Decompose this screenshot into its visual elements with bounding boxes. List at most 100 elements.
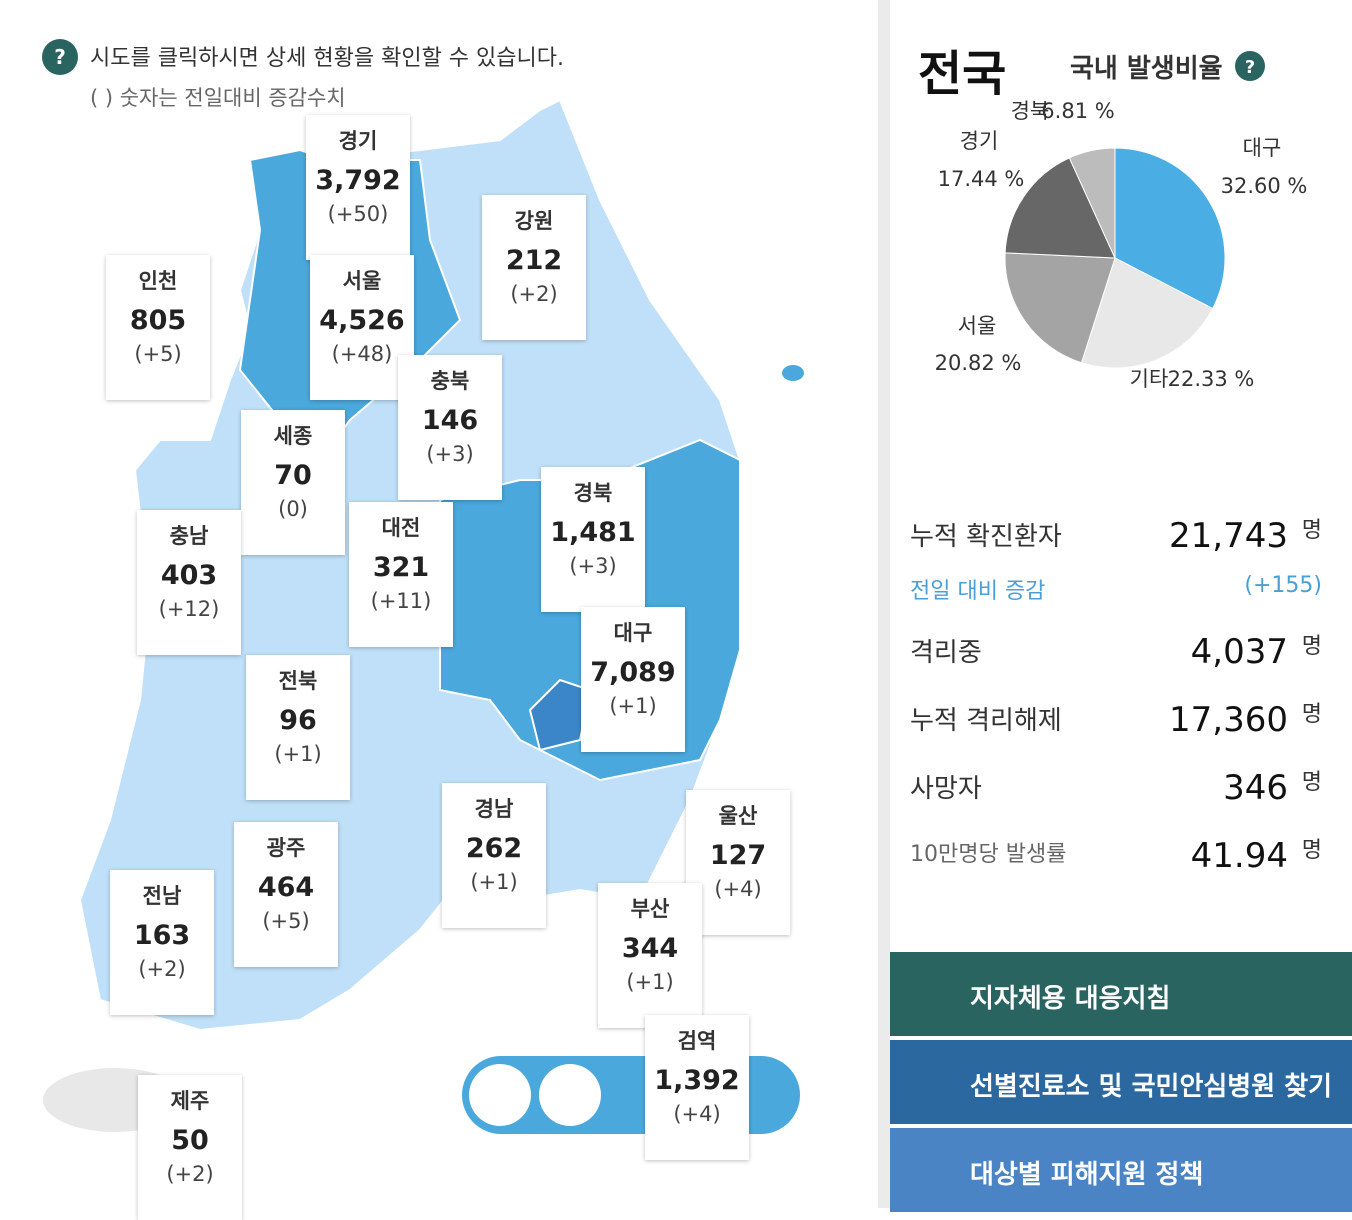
summary-value: (+155) <box>1244 573 1322 598</box>
summary-value: 17,360 <box>1169 700 1288 740</box>
region-change: (+4) <box>673 1102 721 1126</box>
region-box[interactable]: 인천 805 (+5) <box>106 255 210 400</box>
region-count: 464 <box>257 872 315 903</box>
port-icon <box>539 1064 601 1126</box>
region-count: 344 <box>621 933 679 964</box>
region-box[interactable]: 울산 127 (+4) <box>686 790 790 935</box>
region-count: 212 <box>505 245 563 276</box>
region-change: (+1) <box>274 742 322 766</box>
region-box[interactable]: 충남 403 (+12) <box>137 510 241 655</box>
region-box[interactable]: 광주 464 (+5) <box>234 822 338 967</box>
summary-row: 사망자 346 명 <box>910 760 1322 810</box>
nav-button[interactable]: 대상별 피해지원 정책 <box>890 1128 1352 1212</box>
region-count: 805 <box>129 305 187 336</box>
region-box[interactable]: 서울 4,526 (+48) <box>310 255 414 400</box>
pie-value: 22.33 % <box>1168 367 1255 391</box>
region-box[interactable]: 전북 96 (+1) <box>246 655 350 800</box>
region-change: (+2) <box>510 282 558 306</box>
region-change: (+3) <box>426 442 474 466</box>
summary-value: 41.94 <box>1190 836 1288 876</box>
nav-button-label: 지자체용 대응지침 <box>970 984 1171 1014</box>
region-box[interactable]: 경북 1,481 (+3) <box>541 467 645 612</box>
region-name: 충남 <box>169 524 209 548</box>
summary-unit: 명 <box>1301 634 1322 659</box>
region-box[interactable]: 경남 262 (+1) <box>442 783 546 928</box>
region-box[interactable]: 제주 50 (+2) <box>138 1075 242 1220</box>
nav-button[interactable]: 지자체용 대응지침 <box>890 952 1352 1036</box>
region-name: 경기 <box>338 129 378 153</box>
nav-button-label: 선별진료소 및 국민안심병원 찾기 <box>970 1072 1333 1102</box>
summary-row: 격리중 4,037 명 <box>910 624 1322 674</box>
region-count: 127 <box>709 840 767 871</box>
help-icon[interactable] <box>1235 51 1265 81</box>
region-name: 제주 <box>170 1089 210 1113</box>
region-box[interactable]: 경기 3,792 (+50) <box>306 115 410 260</box>
pie-title: 국내 발생비율 <box>1070 54 1223 84</box>
pie-value: 17.44 % <box>938 167 1025 191</box>
region-name: 전남 <box>142 884 182 908</box>
region-count: 70 <box>274 460 312 491</box>
summary-unit: 명 <box>1301 838 1322 863</box>
summary-value: 4,037 <box>1190 632 1288 672</box>
region-change: (+5) <box>134 342 182 366</box>
divider <box>878 0 890 1208</box>
region-count: 3,792 <box>315 165 401 196</box>
nav-button[interactable]: 선별진료소 및 국민안심병원 찾기 <box>890 1040 1352 1124</box>
summary-value: 21,743 <box>1169 516 1288 556</box>
region-box[interactable]: 검역 1,392 (+4) <box>645 1015 749 1160</box>
region-box[interactable]: 강원 212 (+2) <box>482 195 586 340</box>
region-count: 4,526 <box>319 305 405 336</box>
region-change: (+50) <box>327 202 389 226</box>
region-box[interactable]: 충북 146 (+3) <box>398 355 502 500</box>
region-box[interactable]: 전남 163 (+2) <box>110 870 214 1015</box>
summary-unit: 명 <box>1301 518 1322 543</box>
summary-unit: 명 <box>1301 702 1322 727</box>
summary-label: 격리중 <box>910 638 982 668</box>
pie-label: 서울 <box>958 314 997 338</box>
pie-label: 경기 <box>960 129 999 153</box>
summary-unit: 명 <box>1301 770 1322 795</box>
summary-label: 누적 확진환자 <box>910 522 1062 552</box>
region-change: (+2) <box>166 1162 214 1186</box>
region-count: 403 <box>160 560 218 591</box>
summary-label: 10만명당 발생률 <box>910 842 1067 867</box>
region-box[interactable]: 대전 321 (+11) <box>349 502 453 647</box>
nav-button-label: 대상별 피해지원 정책 <box>970 1160 1204 1190</box>
region-name: 강원 <box>514 209 554 233</box>
pie-chart: 대구 32.60 % 기타 22.33 % 서울 20.82 % 경기 17.44 % 경북6.… <box>935 99 1308 391</box>
map-island <box>782 365 804 381</box>
region-change: (0) <box>278 497 308 521</box>
region-name: 인천 <box>138 269 178 293</box>
region-count: 96 <box>279 705 317 736</box>
region-change: (+1) <box>470 870 518 894</box>
region-change: (+1) <box>626 970 674 994</box>
region-name: 경북 <box>573 481 613 505</box>
summary-value: 346 <box>1223 768 1288 808</box>
region-box[interactable]: 세종 70 (0) <box>241 410 345 555</box>
pie-slice <box>1080 257 1214 369</box>
pie-slice <box>1004 252 1116 364</box>
summary-row: 누적 격리해제 17,360 명 <box>910 692 1322 742</box>
summary-label: 전일 대비 증감 <box>910 579 1046 604</box>
region-name: 대전 <box>381 516 421 540</box>
help-mark: ? <box>1245 57 1255 78</box>
help-icon[interactable] <box>42 39 78 75</box>
region-change: (+5) <box>262 909 310 933</box>
region-name: 세종 <box>273 424 313 448</box>
region-name: 광주 <box>266 836 306 860</box>
region-box[interactable]: 부산 344 (+1) <box>598 883 702 1028</box>
pie-slice <box>1068 147 1116 259</box>
notice: 시도를 클릭하시면 상세 현황을 확인할 수 있습니다. <box>90 46 564 71</box>
region-change: (+4) <box>714 877 762 901</box>
region-name: 울산 <box>718 804 758 828</box>
region-count: 163 <box>133 920 191 951</box>
pie-slice <box>1004 157 1116 259</box>
region-name: 검역 <box>677 1029 717 1053</box>
region-box[interactable]: 대구 7,089 (+1) <box>581 607 685 752</box>
region-count: 50 <box>171 1125 209 1156</box>
summary-label: 사망자 <box>910 774 982 804</box>
region-change: (+3) <box>569 554 617 578</box>
region-change: (+11) <box>370 589 432 613</box>
region-name: 충북 <box>430 369 470 393</box>
